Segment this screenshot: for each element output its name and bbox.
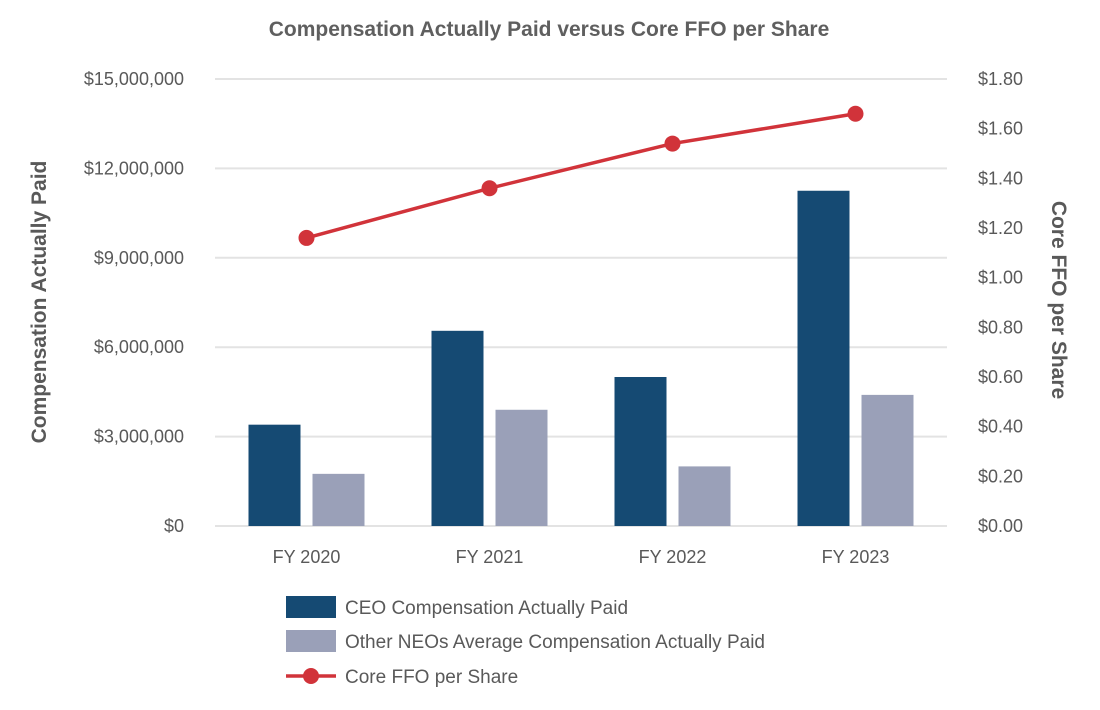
x-axis-tick-label: FY 2023 bbox=[822, 547, 890, 567]
right-axis-title: Core FFO per Share bbox=[1047, 201, 1070, 399]
left-axis-tick-label: $12,000,000 bbox=[84, 158, 184, 178]
x-axis-tick-label: FY 2020 bbox=[273, 547, 341, 567]
right-axis-tick-label: $0.60 bbox=[978, 367, 1023, 387]
bar-other-neos-1 bbox=[312, 473, 365, 526]
legend-label-3: Core FFO per Share bbox=[345, 667, 518, 688]
bar-ceo-4 bbox=[797, 190, 850, 526]
right-axis-tick-label: $0.80 bbox=[978, 317, 1023, 337]
legend: CEO Compensation Actually Paid Other NEOs… bbox=[286, 596, 765, 688]
left-axis-ticks: $0 $3,000,000 $6,000,000 $9,000,000 $12,000,… bbox=[84, 69, 184, 536]
left-axis-tick-label: $3,000,000 bbox=[94, 427, 184, 447]
bar-other-neos-2 bbox=[495, 409, 548, 526]
legend-swatch-2 bbox=[286, 630, 336, 652]
x-axis-tick-label: FY 2022 bbox=[639, 547, 707, 567]
chart-title: Compensation Actually Paid versus Core F… bbox=[269, 18, 830, 41]
core-ffo-line bbox=[306, 112, 856, 240]
x-axis-tick-label: FY 2021 bbox=[456, 547, 524, 567]
right-axis-tick-label: $0.00 bbox=[978, 516, 1023, 536]
left-axis-tick-label: $0 bbox=[164, 516, 184, 536]
bar-ceo-3 bbox=[614, 377, 667, 526]
bar-other-neos-4 bbox=[861, 394, 914, 526]
legend-label-2: Other NEOs Average Compensation Actually… bbox=[345, 632, 765, 653]
core-ffo-point-3 bbox=[664, 135, 681, 152]
left-axis-tick-label: $6,000,000 bbox=[94, 337, 184, 357]
right-axis-tick-label: $1.20 bbox=[978, 218, 1023, 238]
core-ffo-point-4 bbox=[847, 105, 864, 122]
legend-label-1: CEO Compensation Actually Paid bbox=[345, 598, 628, 619]
legend-marker bbox=[303, 668, 319, 684]
bar-ceo-1 bbox=[248, 424, 301, 526]
right-axis-tick-label: $1.40 bbox=[978, 168, 1023, 188]
bar-series bbox=[248, 190, 914, 526]
right-axis-tick-label: $0.40 bbox=[978, 417, 1023, 437]
legend-swatch-1 bbox=[286, 596, 336, 618]
right-axis-tick-label: $0.20 bbox=[978, 466, 1023, 486]
bar-other-neos-3 bbox=[678, 466, 731, 526]
line-series bbox=[298, 105, 864, 246]
x-axis-ticks: FY 2020 FY 2021 FY 2022 FY 2023 bbox=[273, 547, 890, 567]
left-axis-title: Compensation Actually Paid bbox=[28, 161, 51, 444]
core-ffo-point-1 bbox=[298, 229, 315, 246]
core-ffo-point-2 bbox=[481, 180, 498, 197]
right-axis-tick-label: $1.60 bbox=[978, 119, 1023, 139]
right-axis-ticks: $0.00 $0.20 $0.40 $0.60 $0.80 $1.00 $1.20 $1.40… bbox=[978, 69, 1023, 536]
right-axis-tick-label: $1.00 bbox=[978, 268, 1023, 288]
right-axis-tick-label: $1.80 bbox=[978, 69, 1023, 89]
left-axis-tick-label: $15,000,000 bbox=[84, 69, 184, 89]
bar-ceo-2 bbox=[431, 330, 484, 526]
left-axis-tick-label: $9,000,000 bbox=[94, 248, 184, 268]
